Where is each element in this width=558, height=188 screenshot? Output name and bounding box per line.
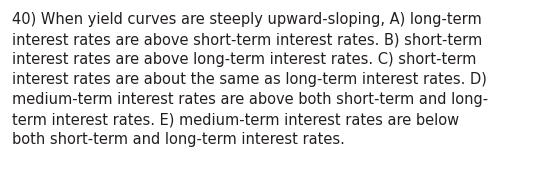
- Text: 40) When yield curves are steeply upward-sloping, A) long-term
interest rates ar: 40) When yield curves are steeply upward…: [12, 12, 488, 147]
